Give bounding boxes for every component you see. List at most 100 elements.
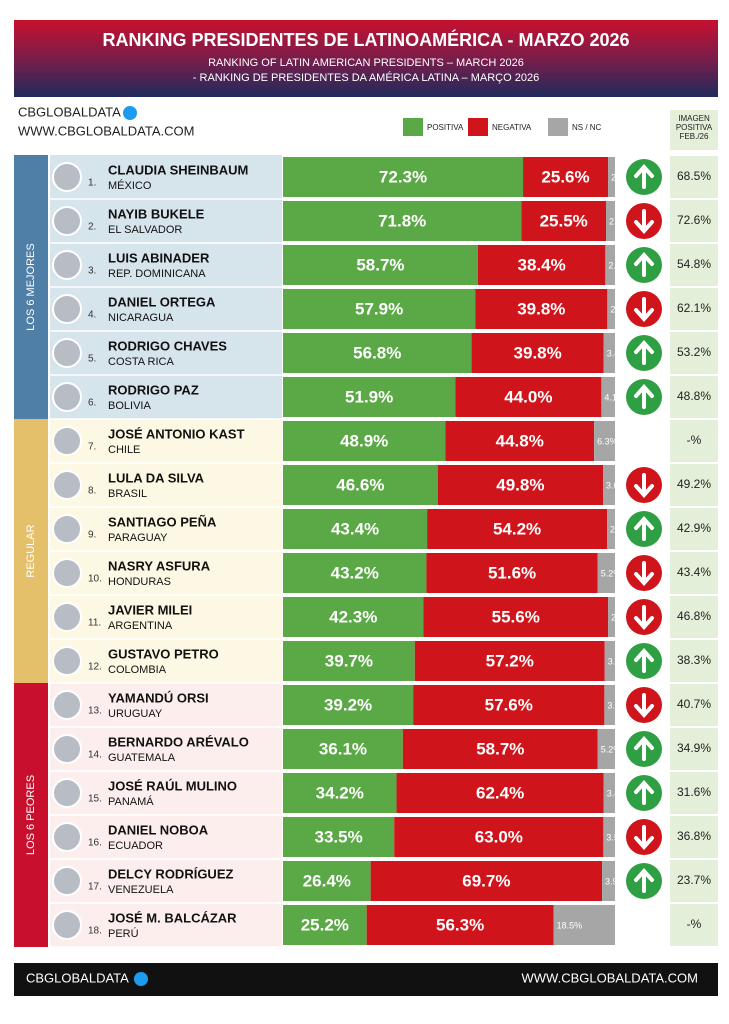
trend-arrow — [634, 779, 654, 805]
value-label: 56.8% — [353, 343, 401, 362]
country: COLOMBIA — [108, 664, 167, 676]
president-name: JOSÉ RAÚL MULINO — [108, 778, 237, 793]
value-label: 2.7% — [609, 216, 630, 226]
previous-cell — [670, 420, 718, 462]
previous-cell — [670, 552, 718, 594]
rank: 16. — [88, 838, 102, 849]
previous-cell — [670, 376, 718, 418]
title: RANKING PRESIDENTES DE LATINOAMÉRICA - M… — [102, 29, 629, 50]
trend-arrow — [634, 735, 654, 761]
value-label: 6.3% — [597, 436, 618, 446]
rank: 7. — [88, 442, 96, 453]
footer-name: CBGLOBALDATA — [26, 970, 129, 985]
previous-cell — [670, 596, 718, 638]
bar-segment — [603, 333, 615, 373]
value-label: 48.9% — [340, 431, 388, 450]
photo — [52, 734, 82, 764]
bar-segment — [608, 597, 615, 637]
previous-cell — [670, 200, 718, 242]
previous-value: 36.8% — [677, 829, 711, 843]
rank: 11. — [88, 618, 101, 629]
legend-swatch — [403, 118, 423, 136]
president-name: RODRIGO PAZ — [108, 382, 199, 397]
value-label: 18.5% — [557, 920, 583, 930]
value-label: 44.0% — [504, 387, 552, 406]
photo — [52, 250, 82, 280]
previous-value: 62.1% — [677, 301, 711, 315]
president-name: SANTIAGO PEÑA — [108, 514, 217, 529]
photo — [52, 206, 82, 236]
previous-value: 48.8% — [677, 389, 711, 403]
country: NICARAGUA — [108, 312, 174, 324]
value-label: 72.3% — [379, 167, 427, 186]
previous-value: 38.3% — [677, 653, 711, 667]
value-label: 3.9% — [605, 876, 626, 886]
photo — [52, 778, 82, 808]
president-name: RODRIGO CHAVES — [108, 338, 227, 353]
previous-cell — [670, 288, 718, 330]
previous-cell — [670, 728, 718, 770]
country: COSTA RICA — [108, 356, 174, 368]
legend-swatch — [468, 118, 488, 136]
bar-segment — [426, 553, 598, 593]
legend-swatch — [548, 118, 568, 136]
previous-value: 23.7% — [677, 873, 711, 887]
value-label: 54.2% — [493, 519, 541, 538]
country: CHILE — [108, 444, 140, 456]
bar-segment — [523, 157, 609, 197]
value-label: 25.6% — [541, 167, 589, 186]
bar-segment — [477, 245, 606, 285]
photo — [52, 470, 82, 500]
country: EL SALVADOR — [108, 224, 182, 236]
photo — [52, 162, 82, 192]
bar-segment — [283, 685, 414, 725]
bar-segment — [366, 905, 554, 945]
bar-segment — [603, 465, 615, 505]
trend-arrow — [634, 693, 654, 719]
bar-segment — [283, 333, 472, 373]
rank: 18. — [88, 926, 102, 937]
trend-arrow — [634, 561, 654, 587]
president-name: YAMANDÚ ORSI — [108, 690, 209, 705]
bar-segment — [606, 201, 615, 241]
value-label: 57.9% — [355, 299, 403, 318]
bar-segment — [603, 817, 615, 857]
rank: 15. — [88, 794, 102, 805]
value-label: 58.7% — [356, 255, 404, 274]
previous-cell — [670, 640, 718, 682]
value-label: 2.1% — [611, 612, 632, 622]
rank: 1. — [88, 178, 96, 189]
president-name: DELCY RODRÍGUEZ — [108, 866, 233, 881]
value-label: 46.6% — [336, 475, 384, 494]
value-label: 57.2% — [486, 651, 534, 670]
previous-cell — [670, 860, 718, 902]
value-label: 38.4% — [518, 255, 566, 274]
previous-value: 68.5% — [677, 169, 711, 183]
photo — [52, 426, 82, 456]
bar-segment — [283, 465, 438, 505]
verified-badge — [123, 106, 137, 120]
value-label: 51.9% — [345, 387, 393, 406]
country: GUATEMALA — [108, 752, 176, 764]
rank: 3. — [88, 266, 96, 277]
bar-segment — [283, 509, 428, 549]
value-label: 3.4% — [607, 348, 628, 358]
trend-arrow — [634, 339, 654, 365]
photo — [52, 514, 82, 544]
bar-segment — [604, 641, 615, 681]
rank: 13. — [88, 706, 102, 717]
value-label: 71.8% — [378, 211, 426, 230]
trend-arrow — [634, 867, 654, 893]
country: BOLIVIA — [108, 400, 151, 412]
rank: 5. — [88, 354, 96, 365]
value-label: 2.4% — [610, 524, 631, 534]
previous-cell — [670, 156, 718, 198]
value-label: 51.6% — [488, 563, 536, 582]
subtitle: - RANKING DE PRESIDENTES DA AMÉRICA LATI… — [193, 71, 539, 84]
country: URUGUAY — [108, 708, 163, 720]
bar-segment — [455, 377, 602, 417]
president-name: JAVIER MILEI — [108, 602, 192, 617]
bar-segment — [283, 817, 395, 857]
bar-segment — [283, 157, 524, 197]
president-name: BERNARDO ARÉVALO — [108, 734, 249, 749]
